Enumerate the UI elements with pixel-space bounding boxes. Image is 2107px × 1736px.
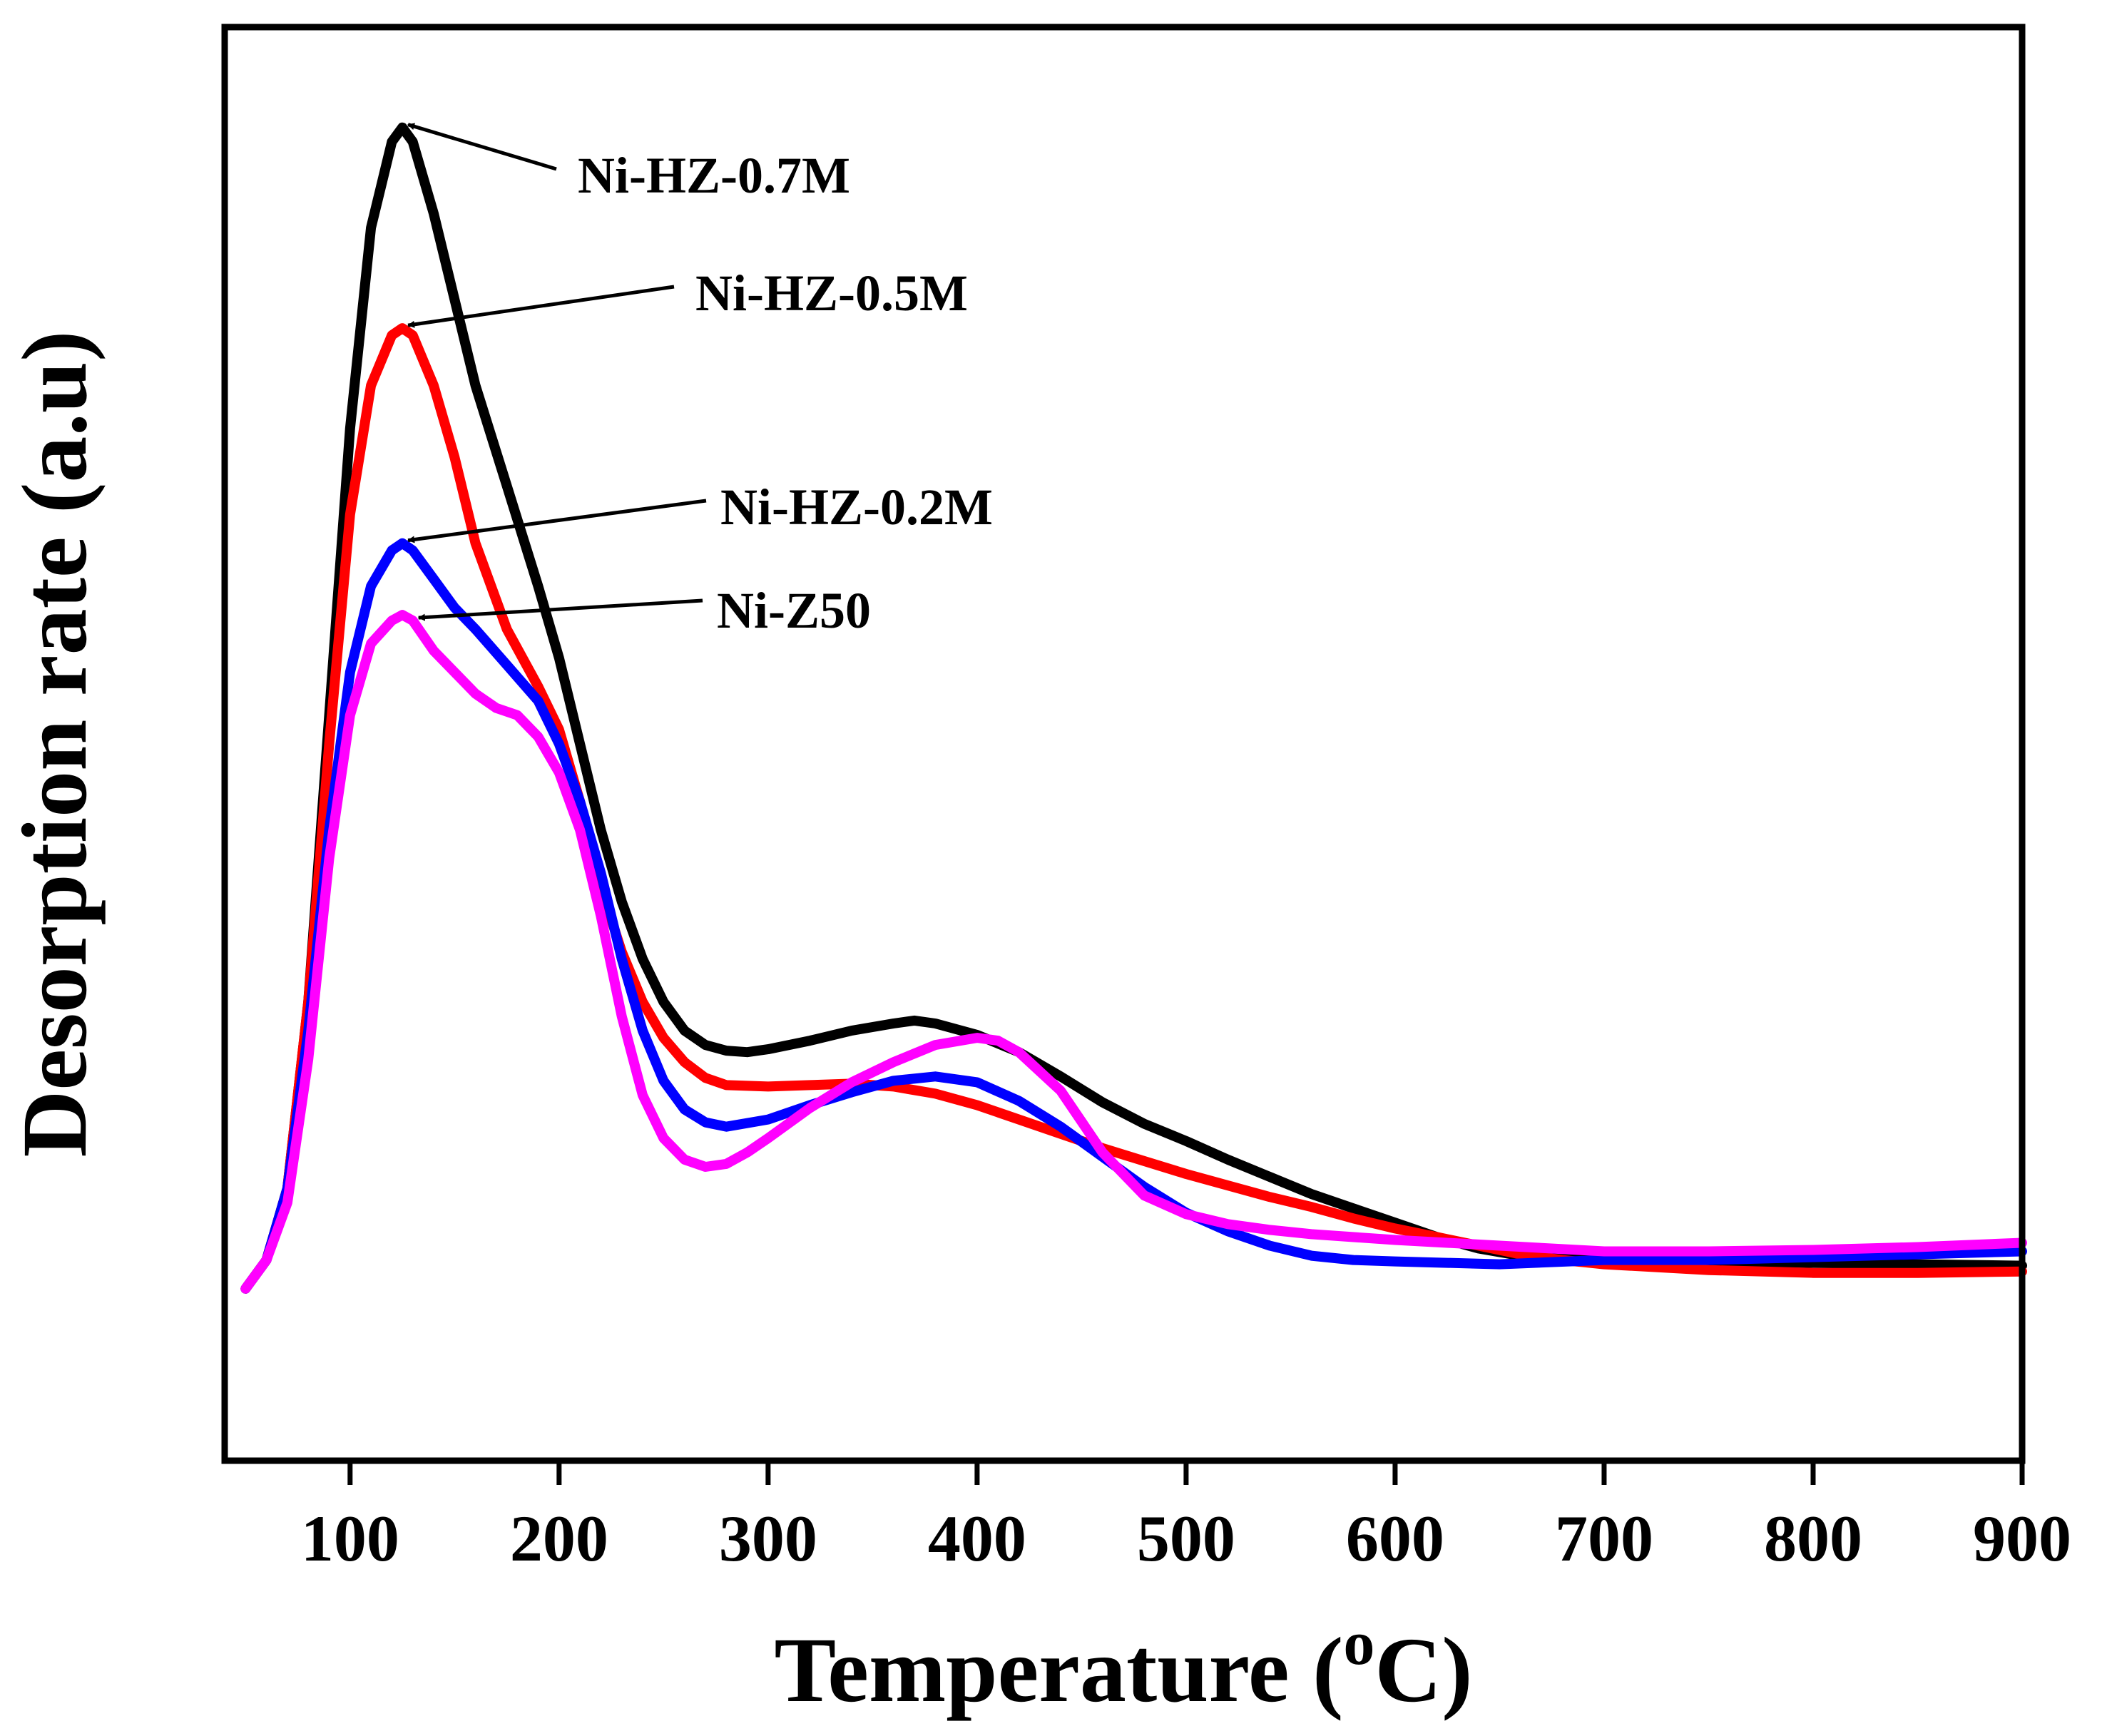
x-tick-label-700: 700	[1555, 1502, 1653, 1575]
x-axis-title-suffix: C)	[1374, 1619, 1472, 1722]
annotation-label-ni-hz-0-7m: Ni-HZ-0.7M	[578, 147, 850, 204]
annotation-label-ni-hz-0-5m: Ni-HZ-0.5M	[695, 265, 968, 322]
annotation-arrow-ni-hz-0-7m	[407, 123, 557, 171]
y-axis-title: Desorption rate (a.u)	[4, 331, 106, 1158]
annotation-layer: Ni-HZ-0.7M Ni-HZ-0.5M Ni-HZ-0.2M Ni-Z50	[407, 123, 993, 639]
x-tick-label-300: 300	[719, 1502, 817, 1575]
x-tick-label-800: 800	[1764, 1502, 1862, 1575]
annotation-arrow-ni-hz-0-5m	[407, 285, 675, 328]
annotation-label-ni-hz-0-2m: Ni-HZ-0.2M	[720, 479, 993, 536]
series-line-ni-z50	[240, 610, 2027, 1294]
series-line-ni-hz-0-7m	[240, 122, 2027, 1294]
x-axis-ticks: 100 200 300 400 500 600 700 800 900	[301, 1461, 2071, 1575]
x-tick-label-900: 900	[1973, 1502, 2071, 1575]
x-tick-label-600: 600	[1346, 1502, 1444, 1575]
series-line-ni-hz-0-5m	[240, 323, 2027, 1294]
annotation-label-ni-z50: Ni-Z50	[717, 582, 871, 639]
x-tick-label-500: 500	[1137, 1502, 1235, 1575]
annotation-arrow-ni-z50	[417, 598, 703, 621]
x-tick-label-400: 400	[928, 1502, 1026, 1575]
series-line-ni-hz-0-2m	[240, 538, 2027, 1294]
x-tick-label-100: 100	[301, 1502, 399, 1575]
series-layer	[240, 122, 2027, 1294]
x-axis-title: Temperature (oC)	[774, 1609, 1472, 1722]
x-axis-title-prefix: Temperature (	[774, 1619, 1343, 1722]
annotation-arrow-ni-hz-0-2m	[407, 499, 707, 543]
x-axis-title-superscript: o	[1343, 1609, 1374, 1678]
plot-frame	[221, 24, 2026, 1464]
x-tick-label-200: 200	[510, 1502, 608, 1575]
plot-background	[225, 27, 2022, 1461]
